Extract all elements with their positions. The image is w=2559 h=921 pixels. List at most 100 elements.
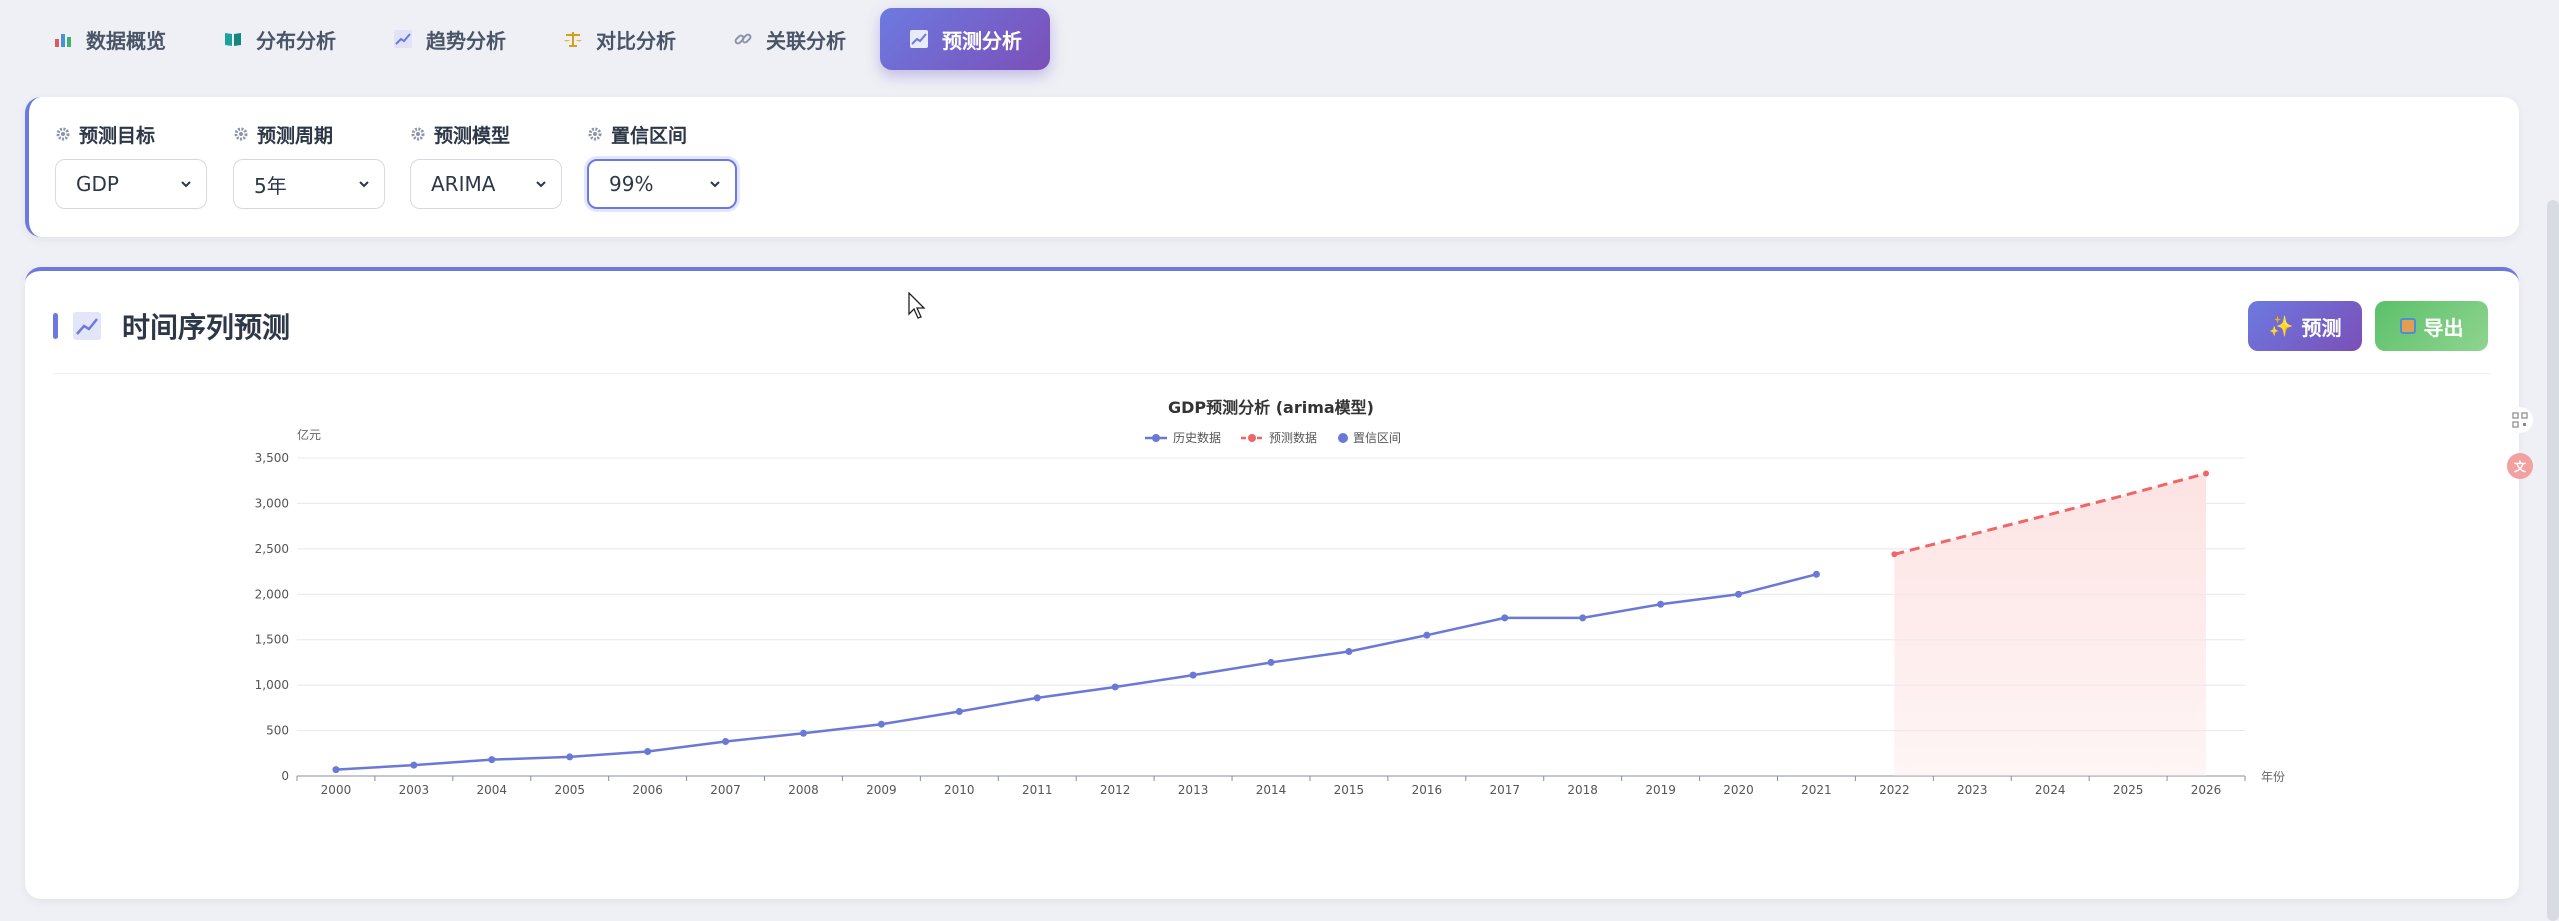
history-point	[1267, 658, 1275, 666]
history-point	[1189, 671, 1197, 679]
title-accent-bar	[53, 313, 58, 339]
model-value: ARIMA	[431, 172, 496, 196]
tab-label: 分布分析	[256, 28, 336, 53]
tab-label: 数据概览	[86, 28, 166, 53]
forecast-controls: 预测目标 GDP 预测周期 5年 预测模型 ARIMA 置信区间	[25, 97, 2519, 237]
tab-compare[interactable]: 对比分析	[540, 8, 698, 70]
x-axis-label: 年份	[2261, 770, 2285, 784]
mouse-cursor-icon	[908, 292, 926, 319]
x-tick-label: 2013	[1178, 783, 1209, 797]
gear-icon	[234, 127, 248, 141]
y-axis-label: 亿元	[297, 427, 321, 442]
confidence-label-row: 置信区间	[587, 121, 737, 147]
chart-series	[332, 470, 2210, 774]
page-scrollbar[interactable]	[2547, 200, 2559, 921]
confidence-band	[1894, 473, 2207, 776]
x-tick-label: 2006	[632, 783, 663, 797]
book-icon	[222, 28, 244, 50]
x-tick-label: 2009	[866, 783, 897, 797]
chevron-down-icon	[536, 181, 546, 188]
history-point	[1812, 570, 1820, 578]
history-point	[1579, 614, 1587, 622]
x-tick-label: 2023	[1957, 783, 1988, 797]
link-icon	[732, 28, 754, 50]
predict-button[interactable]: ✨ 预测	[2248, 301, 2362, 351]
x-tick-label: 2019	[1645, 783, 1676, 797]
tab-distribution[interactable]: 分布分析	[200, 8, 358, 70]
history-point	[1111, 683, 1119, 691]
x-tick-label: 2016	[1412, 783, 1443, 797]
trend-chart-icon	[392, 28, 414, 50]
x-tick-label: 2015	[1334, 783, 1365, 797]
x-tick-label: 2024	[2035, 783, 2066, 797]
x-tick-label: 2018	[1567, 783, 1598, 797]
tab-forecast[interactable]: 预测分析	[880, 8, 1050, 70]
target-select[interactable]: GDP	[55, 159, 207, 209]
model-select[interactable]: ARIMA	[410, 159, 562, 209]
chart-legend: 历史数据 预测数据 置信区间	[1145, 430, 1401, 445]
period-label: 预测周期	[257, 124, 334, 147]
tab-label: 趋势分析	[426, 28, 506, 53]
gear-icon	[411, 127, 425, 141]
y-tick-label: 1,500	[255, 633, 289, 647]
x-tick-label: 2010	[944, 783, 975, 797]
forecast-line	[1893, 471, 2207, 556]
chevron-down-icon	[710, 181, 720, 188]
package-icon	[2399, 318, 2416, 334]
model-control: 预测模型 ARIMA	[410, 121, 562, 209]
tab-label: 预测分析	[942, 28, 1022, 53]
translate-icon[interactable]: 文	[2507, 453, 2533, 479]
tab-trend[interactable]: 趋势分析	[370, 8, 528, 70]
history-line	[335, 573, 1817, 771]
tab-label: 关联分析	[766, 28, 846, 53]
x-tick-label: 2026	[2191, 783, 2222, 797]
forecast-chart: GDP预测分析 (arima模型) 历史数据 预测数据 置信区间 亿元 年份 0 50…	[255, 398, 2285, 797]
x-tick-label: 2004	[477, 783, 508, 797]
forecast-point	[1891, 551, 1898, 558]
x-tick-label: 2021	[1801, 783, 1832, 797]
x-tick-label: 2008	[788, 783, 819, 797]
confidence-control: 置信区间 99%	[587, 121, 737, 209]
confidence-label: 置信区间	[611, 124, 688, 147]
model-label-row: 预测模型	[410, 121, 562, 147]
confidence-area	[1894, 473, 2207, 776]
export-label: 导出	[2423, 315, 2464, 340]
x-tick-label: 2003	[399, 783, 430, 797]
legend-marker	[1338, 433, 1348, 443]
period-value: 5年	[254, 173, 287, 198]
target-value: GDP	[76, 172, 119, 196]
card-header: 时间序列预测	[53, 306, 290, 346]
target-control: 预测目标 GDP	[55, 121, 207, 209]
line-chart-icon	[73, 312, 101, 340]
period-label-row: 预测周期	[233, 121, 385, 147]
y-tick-label: 1,000	[255, 678, 289, 692]
model-label: 预测模型	[434, 124, 511, 147]
period-select[interactable]: 5年	[233, 159, 385, 209]
history-point	[410, 761, 418, 769]
y-tick-label: 2,500	[255, 542, 289, 556]
predict-label: 预测	[2301, 315, 2342, 340]
gear-icon	[56, 127, 70, 141]
y-tick-label: 2,000	[255, 587, 289, 601]
x-tick-label: 2017	[1489, 783, 1520, 797]
legend-label: 历史数据	[1173, 430, 1221, 445]
export-button[interactable]: 导出	[2375, 301, 2488, 351]
history-point	[799, 729, 807, 737]
y-tick-label: 3,500	[255, 451, 289, 465]
tab-data-overview[interactable]: 数据概览	[30, 8, 188, 70]
qr-icon[interactable]	[2507, 407, 2533, 433]
x-tick-label: 2025	[2113, 783, 2144, 797]
forecast-card: 时间序列预测 ✨ 预测 导出 GDP预测分析 (arima模型) 历史数据 预测数…	[25, 267, 2519, 899]
history-point	[877, 720, 885, 728]
card-title: 时间序列预测	[122, 311, 291, 344]
history-point	[488, 756, 496, 764]
x-tick-label: 2014	[1256, 783, 1287, 797]
confidence-select[interactable]: 99%	[587, 159, 737, 209]
x-tick-label: 2007	[710, 783, 741, 797]
tab-label: 对比分析	[596, 28, 676, 53]
gear-icon	[588, 127, 602, 141]
history-point	[955, 707, 963, 715]
chevron-down-icon	[181, 181, 191, 188]
x-tick-label: 2000	[321, 783, 352, 797]
tab-correlation[interactable]: 关联分析	[710, 8, 868, 70]
